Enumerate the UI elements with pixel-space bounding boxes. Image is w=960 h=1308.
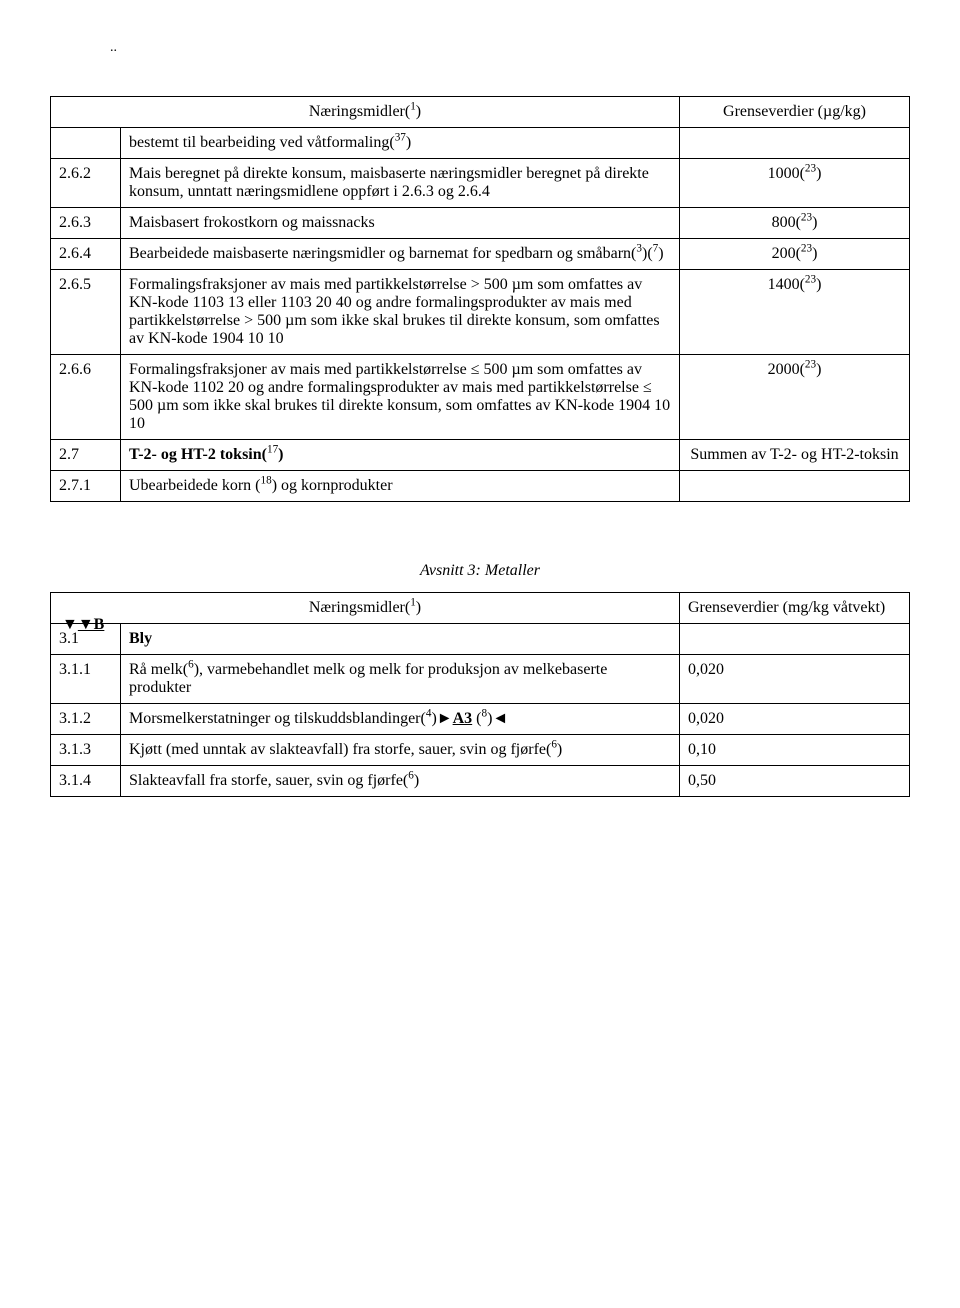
header-col2: Grenseverdier (mg/kg våtvekt) <box>680 593 910 624</box>
row-num: 2.7 <box>51 440 121 471</box>
row-val-b: ) <box>816 361 821 378</box>
header-col1: Næringsmidler( <box>309 103 410 120</box>
cont-sup: 37 <box>395 132 406 144</box>
row-mid1: )► <box>431 710 452 727</box>
row-mid: )( <box>642 245 653 262</box>
row-desc: Formalingsfraksjoner av mais med partikk… <box>121 270 680 355</box>
row-val-a: 1000( <box>768 165 805 182</box>
row-desc: Maisbasert frokostkorn og maissnacks <box>121 208 680 239</box>
row-desc-a: Rå melk( <box>129 661 188 678</box>
row-val-sup: 23 <box>801 243 812 255</box>
row-val-b: ) <box>812 245 817 262</box>
row-num: 3.1.4 <box>51 766 121 797</box>
row-sup: 18 <box>261 475 272 487</box>
row-num: 3.1.2 <box>51 704 121 735</box>
row-desc: Mais beregnet på direkte konsum, maisbas… <box>121 159 680 208</box>
header-col1-tail: ) <box>416 103 421 120</box>
row-num: 3.1.3 <box>51 735 121 766</box>
table-row: 2.6.3 Maisbasert frokostkorn og maissnac… <box>51 208 910 239</box>
row-mid2: ( <box>472 710 481 727</box>
header-col1: Næringsmidler( <box>309 599 410 616</box>
row-val: 0,020 <box>680 655 910 704</box>
table-row: 2.6.5 Formalingsfraksjoner av mais med p… <box>51 270 910 355</box>
table-section-1: Næringsmidler(1) Grenseverdier (µg/kg) b… <box>50 96 910 502</box>
table-2: Næringsmidler(1) Grenseverdier (mg/kg vå… <box>50 592 910 797</box>
table-row: 3.1.4 Slakteavfall fra storfe, sauer, sv… <box>51 766 910 797</box>
row-num: 2.6.4 <box>51 239 121 270</box>
row-a3: A3 <box>453 710 473 727</box>
row-num: 2.6.6 <box>51 355 121 440</box>
table-row: 2.6.6 Formalingsfraksjoner av mais med p… <box>51 355 910 440</box>
row-desc-b: ) <box>557 741 562 758</box>
table-row: 2.7.1 Ubearbeidede korn (18) og kornprod… <box>51 471 910 502</box>
top-dots: .. <box>110 40 910 56</box>
table-row: bestemt til bearbeiding ved våtformaling… <box>51 128 910 159</box>
row-desc-b: ) <box>414 772 419 789</box>
section-3-heading: Avsnitt 3: Metaller <box>50 562 910 580</box>
row-val-a: 200( <box>772 245 801 262</box>
row-desc-a: Morsmelkerstatninger og tilskuddsblandin… <box>129 710 426 727</box>
row-val-sup: 23 <box>805 359 816 371</box>
row-desc-b: ) <box>658 245 663 262</box>
row-val-sup: 23 <box>805 163 816 175</box>
row-desc-b: ), varmebehandlet melk og melk for produ… <box>129 661 607 696</box>
row-num: 3.1.1 <box>51 655 121 704</box>
row-num: 2.6.5 <box>51 270 121 355</box>
row-desc-a: Bearbeidede maisbaserte næringsmidler og… <box>129 245 636 262</box>
row-val-b: ) <box>812 214 817 231</box>
row-val-b: ) <box>816 276 821 293</box>
table-row: 2.7 T-2- og HT-2 toksin(17) Summen av T-… <box>51 440 910 471</box>
row-num: 2.7.1 <box>51 471 121 502</box>
row-desc-b: ) <box>278 446 283 463</box>
row-desc: Bly <box>129 630 152 647</box>
row-val: 0,020 <box>680 704 910 735</box>
margin-marker: ▼▼B <box>62 616 104 634</box>
margin-marker-link[interactable]: ▼B <box>78 616 105 633</box>
table-header-row: Næringsmidler(1) Grenseverdier (µg/kg) <box>51 97 910 128</box>
row-val-a: 800( <box>772 214 801 231</box>
row-sup: 17 <box>267 444 278 456</box>
header-col2: Grenseverdier (µg/kg) <box>680 97 910 128</box>
row-val: 0,50 <box>680 766 910 797</box>
table-row: 2.6.2 Mais beregnet på direkte konsum, m… <box>51 159 910 208</box>
table-row: 3.1.1 Rå melk(6), varmebehandlet melk og… <box>51 655 910 704</box>
cont-text-a: bestemt til bearbeiding ved våtformaling… <box>129 134 395 151</box>
cont-text-b: ) <box>406 134 411 151</box>
table-1: Næringsmidler(1) Grenseverdier (µg/kg) b… <box>50 96 910 502</box>
table-row: 3.1.2 Morsmelkerstatninger og tilskuddsb… <box>51 704 910 735</box>
row-val: 0,10 <box>680 735 910 766</box>
row-desc-a: Kjøtt (med unntak av slakteavfall) fra s… <box>129 741 551 758</box>
row-val-a: 1400( <box>768 276 805 293</box>
row-val-a: 2000( <box>768 361 805 378</box>
row-num: 2.6.2 <box>51 159 121 208</box>
row-desc-a: Slakteavfall fra storfe, sauer, svin og … <box>129 772 408 789</box>
header-col1-tail: ) <box>416 599 421 616</box>
row-val-sup: 23 <box>801 212 812 224</box>
row-desc-b: )◄ <box>487 710 508 727</box>
row-desc-a: T-2- og HT-2 toksin( <box>129 446 267 463</box>
table-row: 3.1 Bly <box>51 624 910 655</box>
table-row: 2.6.4 Bearbeidede maisbaserte næringsmid… <box>51 239 910 270</box>
row-val-b: ) <box>816 165 821 182</box>
row-val-sup: 23 <box>805 274 816 286</box>
row-desc: Formalingsfraksjoner av mais med partikk… <box>121 355 680 440</box>
row-desc-b: ) og kornprodukter <box>272 477 393 494</box>
row-desc-a: Ubearbeidede korn ( <box>129 477 261 494</box>
row-val: Summen av T-2- og HT-2-toksin <box>680 440 910 471</box>
table-header-row: Næringsmidler(1) Grenseverdier (mg/kg vå… <box>51 593 910 624</box>
row-num: 2.6.3 <box>51 208 121 239</box>
table-row: 3.1.3 Kjøtt (med unntak av slakteavfall)… <box>51 735 910 766</box>
